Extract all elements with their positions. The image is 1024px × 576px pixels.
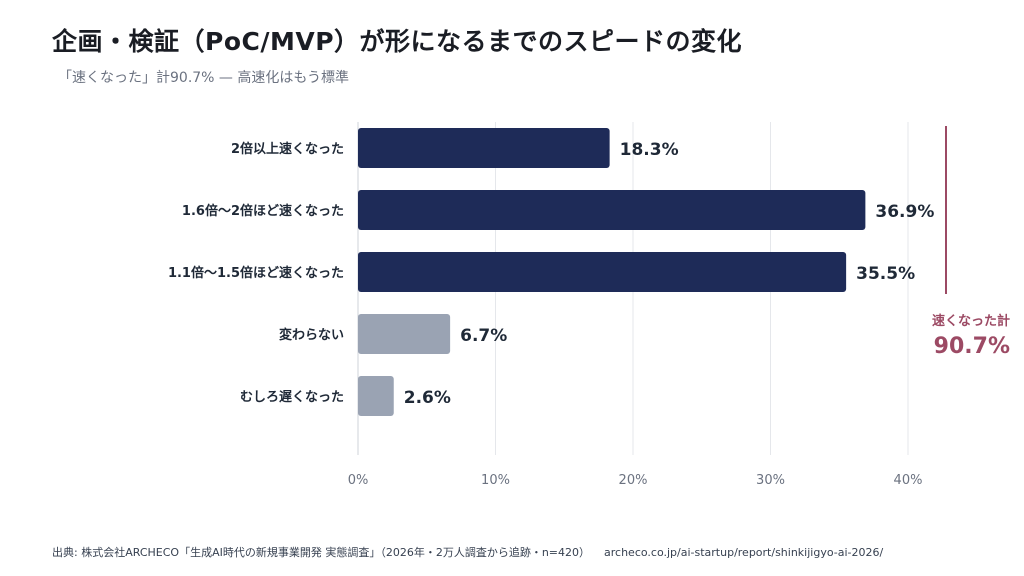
x-tick-label: 40%: [894, 473, 923, 488]
x-tick-label: 10%: [481, 473, 510, 488]
chart-subtitle: 「速くなった」計90.7% — 高速化はもう標準: [58, 70, 349, 86]
annotation-label: 速くなった計: [932, 313, 1010, 329]
category-label: むしろ遅くなった: [240, 390, 344, 405]
source-text: 出典: 株式会社ARCHECO「生成AI時代の新規事業開発 実態調査」（2026…: [52, 546, 591, 559]
value-label: 2.6%: [404, 388, 451, 408]
annotation-value: 90.7%: [934, 334, 1010, 359]
x-tick-label: 0%: [348, 473, 369, 488]
source-url: archeco.co.jp/ai-startup/report/shinkiji…: [604, 546, 884, 559]
value-label: 36.9%: [875, 202, 934, 222]
category-label: 1.1倍〜1.5倍ほど速くなった: [168, 265, 344, 281]
source-footer: 出典: 株式会社ARCHECO「生成AI時代の新規事業開発 実態調査」（2026…: [52, 544, 883, 560]
value-label: 35.5%: [856, 264, 915, 284]
chart-title: 企画・検証（PoC/MVP）が形になるまでのスピードの変化: [52, 27, 743, 56]
category-label: 変わらない: [279, 327, 344, 343]
category-label: 1.6倍〜2倍ほど速くなった: [182, 203, 344, 219]
bar: [358, 376, 394, 416]
value-label: 18.3%: [620, 140, 679, 160]
bar: [358, 190, 866, 230]
bar: [358, 314, 451, 354]
x-tick-label: 20%: [619, 473, 648, 488]
bar: [358, 128, 610, 168]
value-label: 6.7%: [460, 326, 507, 346]
x-tick-label: 30%: [756, 473, 785, 488]
category-label: 2倍以上速くなった: [231, 141, 344, 157]
bar: [358, 252, 847, 292]
